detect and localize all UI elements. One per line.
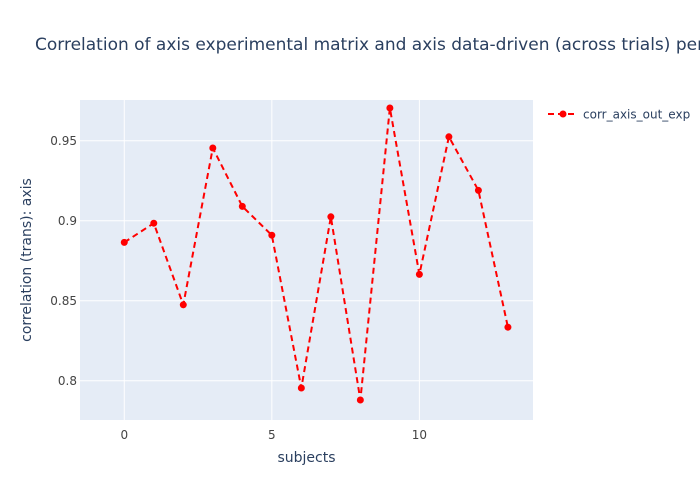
data-point[interactable] — [209, 144, 217, 152]
x-tick-label: 0 — [120, 428, 128, 442]
x-axis-label: subjects — [277, 450, 335, 466]
x-axis-ticks: 0 5 10 — [120, 428, 427, 442]
y-tick-label: 0.95 — [50, 134, 77, 148]
data-point[interactable] — [445, 133, 453, 141]
plot-area — [80, 100, 533, 420]
data-point[interactable] — [356, 396, 364, 404]
legend-label: corr_axis_out_exp — [583, 108, 690, 122]
data-point[interactable] — [268, 231, 276, 239]
data-point[interactable] — [238, 202, 246, 210]
data-point[interactable] — [504, 323, 512, 331]
y-tick-label: 0.8 — [58, 374, 77, 388]
data-point[interactable] — [150, 219, 158, 227]
x-tick-label: 10 — [412, 428, 427, 442]
data-point[interactable] — [327, 213, 335, 221]
series-line — [123, 107, 509, 401]
data-point[interactable] — [386, 104, 394, 112]
data-point[interactable] — [179, 301, 187, 309]
series-layer — [120, 104, 512, 404]
data-point[interactable] — [415, 270, 423, 278]
data-point[interactable] — [297, 384, 305, 392]
y-axis-label: correlation (trans): axis — [19, 178, 35, 342]
chart-title: Correlation of axis experimental matrix … — [35, 35, 700, 55]
legend-marker-symbol — [559, 110, 567, 118]
legend[interactable]: corr_axis_out_exp — [548, 108, 690, 122]
data-point[interactable] — [120, 238, 128, 246]
y-axis-ticks: 0.8 0.85 0.9 0.95 — [50, 134, 77, 388]
data-point[interactable] — [474, 186, 482, 194]
y-tick-label: 0.85 — [50, 294, 77, 308]
x-tick-label: 5 — [268, 428, 276, 442]
y-tick-label: 0.9 — [58, 214, 77, 228]
